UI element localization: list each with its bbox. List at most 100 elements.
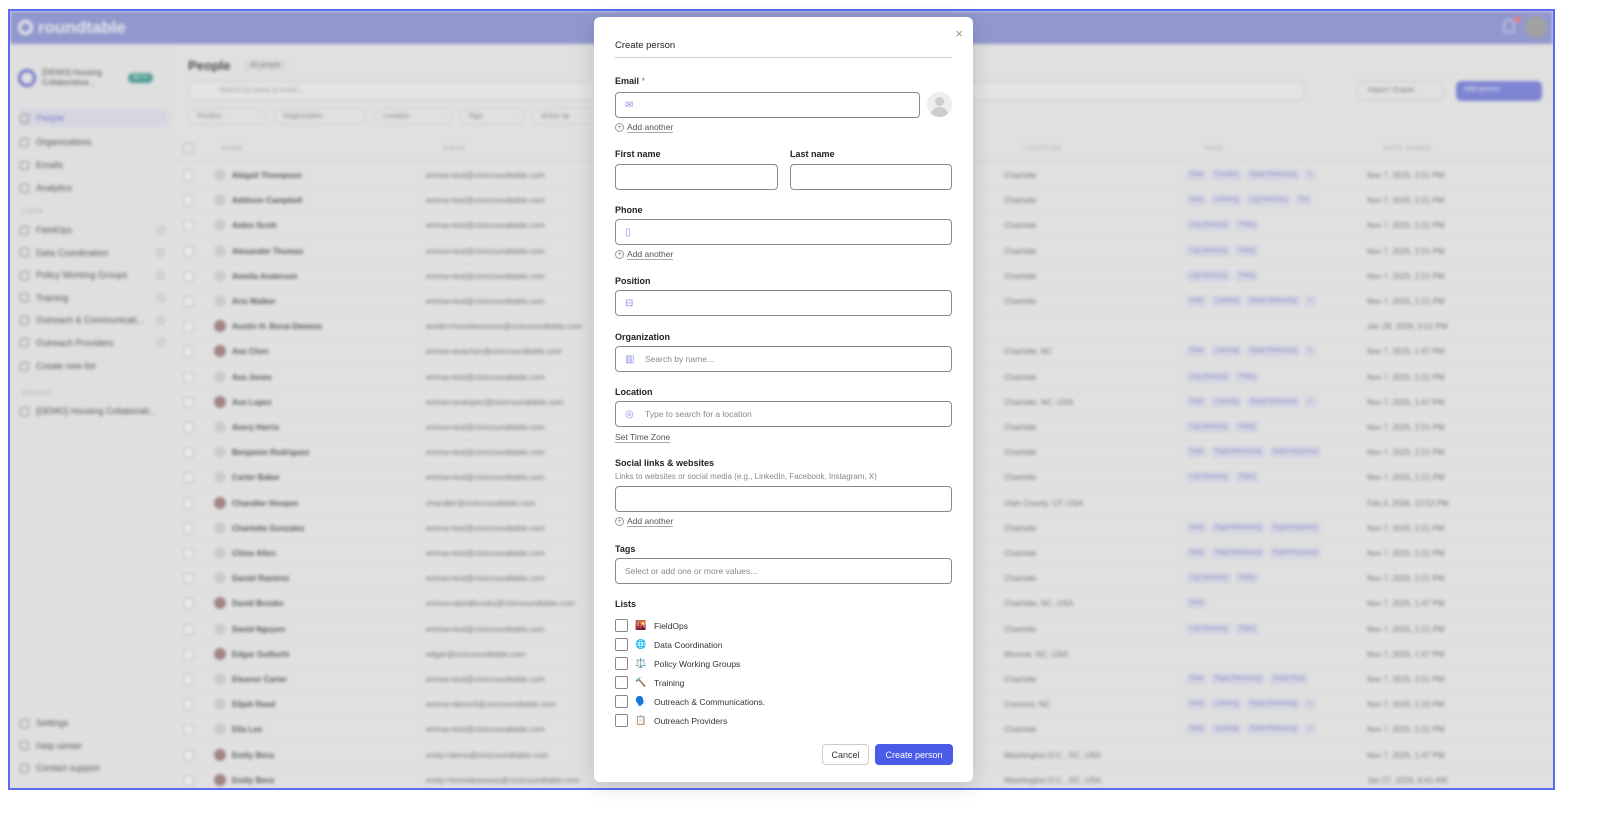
person-name[interactable]: Ava Jones — [232, 372, 272, 382]
list-option[interactable]: 🌇 FieldOps — [615, 619, 688, 632]
column-date-added[interactable]: DATE ADDED — [1384, 146, 1432, 152]
person-name[interactable]: Ava Chen — [232, 347, 269, 357]
row-checkbox[interactable] — [183, 573, 194, 585]
person-name[interactable]: Daniel Ramirez — [232, 574, 290, 584]
sidebar-space-item[interactable]: [DEMO] Housing Collaborati... — [20, 402, 168, 420]
position-field[interactable]: ⊟ — [615, 290, 952, 316]
add-another-phone-link[interactable]: + Add another — [615, 249, 674, 260]
create-list-button[interactable]: Create new list — [20, 357, 168, 375]
row-checkbox[interactable] — [183, 598, 194, 610]
row-checkbox[interactable] — [183, 522, 194, 534]
row-checkbox[interactable] — [183, 346, 194, 358]
sidebar-list-item[interactable]: Data Coordination — [20, 244, 168, 262]
list-options-icon[interactable] — [157, 339, 164, 346]
row-checkbox[interactable] — [183, 321, 194, 333]
person-name[interactable]: Addison Campbell — [232, 196, 303, 206]
view-selector[interactable]: All people — [244, 59, 287, 72]
list-option[interactable]: 🌐 Data Coordination — [615, 638, 723, 651]
person-name[interactable]: Alexander Thomas — [232, 246, 304, 256]
notification-icon[interactable] — [1503, 19, 1515, 33]
add-another-email-link[interactable]: + Add another — [615, 122, 674, 133]
person-name[interactable]: Chandler Hoopes — [232, 498, 299, 508]
person-name[interactable]: Edgar Gulfuchi — [232, 649, 290, 659]
email-field[interactable]: ✉ — [615, 92, 920, 118]
row-checkbox[interactable] — [183, 623, 194, 635]
person-name[interactable]: Austin H. Borai-Dewees — [232, 322, 323, 332]
row-checkbox[interactable] — [183, 749, 194, 761]
row-checkbox[interactable] — [183, 371, 194, 383]
person-name[interactable]: Ava Lopez — [232, 397, 272, 407]
create-person-button[interactable]: Create person — [875, 744, 953, 765]
list-checkbox[interactable] — [615, 676, 628, 689]
logo[interactable]: roundtable — [18, 18, 126, 38]
filter-location[interactable]: Location — [374, 108, 452, 125]
person-name[interactable]: Aiden Scott — [232, 221, 277, 231]
avatar-placeholder[interactable] — [927, 92, 952, 117]
sidebar-list-item[interactable]: Outreach Providers — [20, 334, 168, 352]
row-checkbox[interactable] — [183, 245, 194, 257]
person-name[interactable]: David Nguyen — [232, 624, 286, 634]
person-name[interactable]: Emily Benz — [232, 750, 275, 760]
row-checkbox[interactable] — [183, 170, 194, 181]
add-person-button[interactable]: Add person — [1456, 81, 1542, 101]
location-field[interactable]: ◎ Type to search for a location — [615, 401, 952, 427]
list-options-icon[interactable] — [157, 271, 164, 279]
person-name[interactable]: Carter Baker — [232, 473, 281, 483]
list-options-icon[interactable] — [157, 316, 164, 324]
tags-field[interactable]: Select or add one or more values... — [615, 558, 952, 584]
list-option[interactable]: 🗣️ Outreach & Communications. — [615, 695, 765, 708]
person-name[interactable]: Emily Benz — [232, 775, 275, 785]
row-checkbox[interactable] — [183, 548, 194, 559]
person-name[interactable]: Charlotte Gonzalez — [232, 523, 305, 533]
cancel-button[interactable]: Cancel — [822, 744, 869, 765]
person-name[interactable]: Aria Walker — [232, 297, 276, 306]
phone-field[interactable]: ▯ — [615, 219, 952, 245]
row-checkbox[interactable] — [183, 674, 194, 685]
person-name[interactable]: Abigail Thompson — [232, 171, 302, 180]
organization-field[interactable]: ▥ Search by name... — [615, 346, 952, 372]
select-all-checkbox[interactable] — [183, 143, 194, 154]
list-option[interactable]: ⚖️ Policy Working Groups — [615, 657, 740, 670]
row-checkbox[interactable] — [183, 270, 194, 282]
list-option[interactable]: 🔨 Training — [615, 676, 684, 689]
list-checkbox[interactable] — [615, 695, 628, 708]
person-name[interactable]: Benjamin Rodriguez — [232, 448, 310, 458]
sidebar-item-organizations[interactable]: Organizations — [20, 133, 168, 151]
user-avatar[interactable] — [1525, 16, 1547, 38]
table-row[interactable]: Emily Benz emily+homelessness@civicroundt… — [174, 768, 1553, 788]
row-checkbox[interactable] — [183, 296, 194, 307]
sidebar-list-item[interactable]: FieldOps — [20, 221, 168, 239]
row-checkbox[interactable] — [183, 472, 194, 484]
person-name[interactable]: Ella Lee — [232, 725, 263, 735]
row-checkbox[interactable] — [183, 724, 194, 736]
list-options-icon[interactable] — [157, 294, 164, 301]
row-checkbox[interactable] — [183, 699, 194, 711]
sidebar-footer-settings[interactable]: Settings — [20, 714, 168, 732]
sidebar-item-emails[interactable]: Emails — [20, 156, 168, 174]
list-option[interactable]: 📋 Outreach Providers — [615, 714, 727, 727]
person-name[interactable]: Amelia Anderson — [232, 271, 298, 281]
column-tags[interactable]: TAGS — [1204, 146, 1224, 152]
list-checkbox[interactable] — [615, 714, 628, 727]
list-checkbox[interactable] — [615, 619, 628, 632]
sidebar-item-analytics[interactable]: Analytics — [20, 179, 168, 197]
list-options-icon[interactable] — [157, 249, 164, 256]
row-checkbox[interactable] — [183, 774, 194, 786]
list-options-icon[interactable] — [157, 226, 164, 234]
first-name-field[interactable] — [615, 164, 778, 190]
sidebar-footer-contact-support[interactable]: Contact support — [20, 759, 168, 777]
row-checkbox[interactable] — [183, 396, 194, 408]
list-checkbox[interactable] — [615, 657, 628, 670]
person-name[interactable]: Eleanor Carter — [232, 675, 288, 684]
person-name[interactable]: Elijah Reed — [232, 700, 276, 710]
social-link-field[interactable] — [615, 486, 952, 512]
import-export-button[interactable]: Import / Export — [1357, 81, 1444, 101]
row-checkbox[interactable] — [183, 220, 194, 232]
person-name[interactable]: Avery Harris — [232, 423, 280, 432]
add-another-link[interactable]: + Add another — [615, 516, 674, 527]
row-checkbox[interactable] — [183, 195, 194, 207]
column-name[interactable]: NAME — [222, 146, 244, 152]
sidebar-list-item[interactable]: Policy Working Groups — [20, 266, 168, 284]
filter-position[interactable]: Position — [188, 108, 266, 125]
row-checkbox[interactable] — [183, 447, 194, 459]
